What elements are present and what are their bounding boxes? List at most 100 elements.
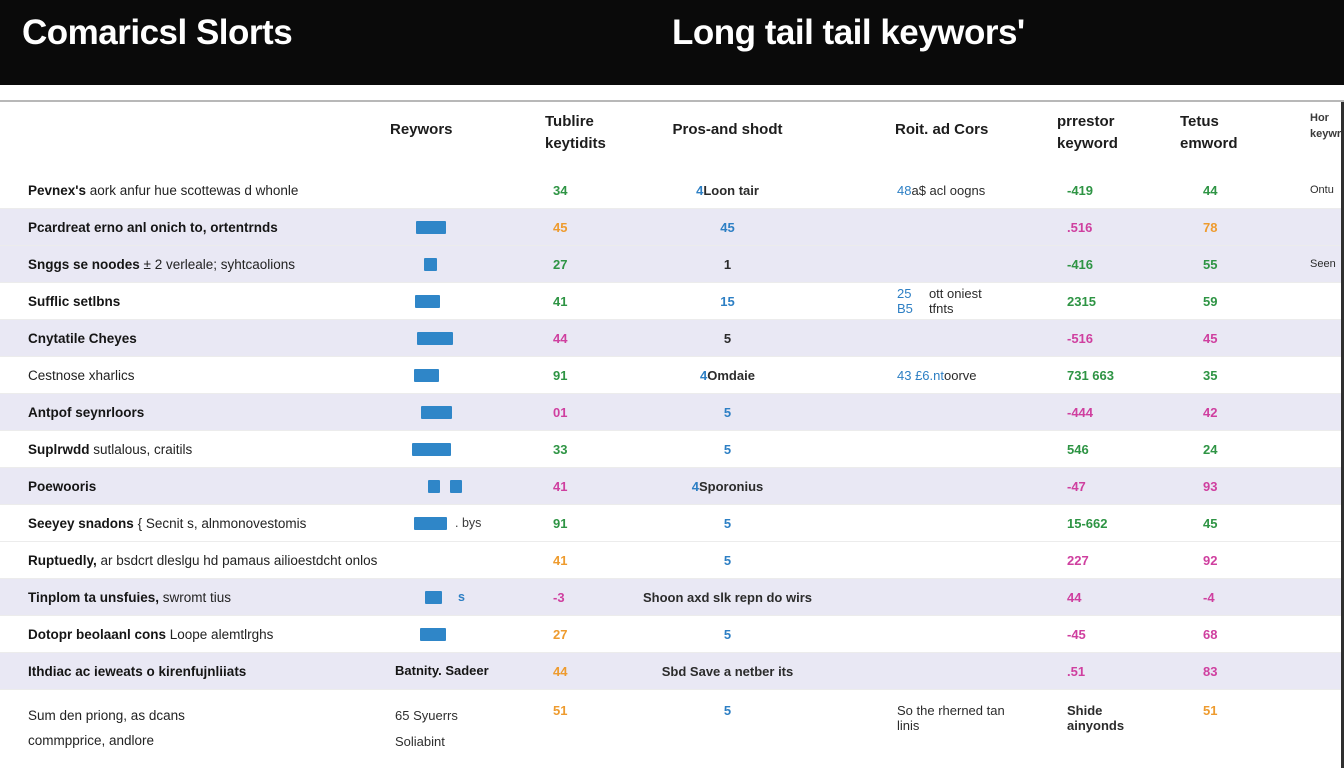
- cell-c7: 78: [1130, 209, 1240, 245]
- keyword-volume-bar: [390, 209, 505, 245]
- column-header-3: Tublire keytidits: [545, 113, 606, 152]
- col2-text-line: Soliabint: [395, 734, 445, 749]
- cell-c8: [1240, 653, 1341, 689]
- table-row: Snggs se noodes ± 2 verleale; syhtcaolio…: [0, 246, 1341, 283]
- cell-c5: [840, 505, 1005, 541]
- cell-c5: [840, 209, 1005, 245]
- row-label: Pevnex's aork anfur hue scottewas d whon…: [0, 172, 390, 208]
- keyword-comparison-table: Reywors Tublire keytidits Pros-and shodt Ro…: [0, 102, 1344, 768]
- value-text: 4: [696, 182, 704, 198]
- value-text: .516: [1067, 219, 1093, 235]
- bar-segment: [414, 516, 447, 530]
- row-label-strong: Pevnex's: [28, 182, 87, 198]
- value-text: -4: [1203, 589, 1215, 605]
- cell-c7: 93: [1130, 468, 1240, 504]
- row-label: Antpof seynrloors: [0, 394, 390, 430]
- value-text: 45: [720, 219, 735, 235]
- cell-c5: [840, 320, 1005, 356]
- value-text: 34: [553, 182, 568, 198]
- bar-segment: [412, 442, 451, 456]
- row-label-rest: { Secnit s, alnmonovestomis: [133, 515, 307, 531]
- value-text: -516: [1067, 330, 1094, 346]
- keyword-volume-bar: [390, 283, 505, 319]
- cell-c3: 27: [505, 246, 615, 282]
- value-text: 45: [1203, 330, 1218, 346]
- value-text: 55: [1203, 256, 1218, 272]
- row-label: Seeyey snadons { Secnit s, alnmonovestom…: [0, 505, 390, 541]
- cell-c6: .516: [1005, 209, 1130, 245]
- col2-text-line: 65 Syuerrs: [395, 708, 458, 723]
- value-text: 24: [1203, 441, 1218, 457]
- table-row: Sufflic setlbns 41 15 25 B5 ott oniest tfnt…: [0, 283, 1341, 320]
- row-label: Ruptuedly, ar bsdcrt dleslgu hd pamaus a…: [0, 542, 390, 578]
- row-label: Poewooris: [0, 468, 390, 504]
- cell-c3: 44: [505, 320, 615, 356]
- cell-c8: Ontu: [1240, 172, 1341, 208]
- row-label: Ithdiac ac ieweats o kirenfujnliiats: [0, 653, 390, 689]
- cell-c3: 91: [505, 505, 615, 541]
- row-label-strong: Sufflic setlbns: [28, 293, 121, 309]
- value-text: 731 663: [1067, 367, 1114, 383]
- cell-c7: 45: [1130, 320, 1240, 356]
- value-text: 5: [723, 703, 732, 718]
- row-label-strong: Tinplom ta unsfuies,: [28, 589, 160, 605]
- bar-segment: [450, 479, 462, 493]
- cell-c5: [840, 394, 1005, 430]
- table-row: Ruptuedly, ar bsdcrt dleslgu hd pamaus a…: [0, 542, 1341, 579]
- value-text: 227: [1067, 552, 1089, 568]
- cell-c6: 546: [1005, 431, 1130, 467]
- cell-c4: 15: [615, 283, 840, 319]
- row-label-rest: Sum den priong, as dcans: [28, 708, 185, 723]
- value-text: 2315: [1067, 293, 1096, 309]
- row-label-strong: Cnytatile Cheyes: [28, 330, 137, 346]
- value-text: 15-662: [1067, 515, 1108, 531]
- cell-c8: [1240, 394, 1341, 430]
- value-text: 51: [1203, 703, 1218, 718]
- value-text: 25 B5: [897, 286, 913, 316]
- value-text: Sporonius: [698, 478, 764, 494]
- value-text: 4: [700, 367, 708, 383]
- cell-c5: [840, 246, 1005, 282]
- keyword-volume-bar: s: [390, 579, 505, 615]
- row-label: Cestnose xharlics: [0, 357, 390, 393]
- cell-c4: 5: [615, 690, 840, 768]
- cell-c4: 5: [615, 505, 840, 541]
- cell-c6: -416: [1005, 246, 1130, 282]
- column-header-4: Pros-and shodt: [672, 121, 783, 138]
- row-label: Cnytatile Cheyes: [0, 320, 390, 356]
- value-text: 1: [723, 256, 732, 272]
- cell-c3: 91: [505, 357, 615, 393]
- cell-c4: 4 Sporonius: [615, 468, 840, 504]
- cell-c8: [1240, 690, 1341, 768]
- col2-text-line: Batnity. Sadeer: [395, 663, 489, 678]
- cell-c8: [1240, 431, 1341, 467]
- value-text: 83: [1203, 663, 1218, 679]
- keyword-volume-bar: [390, 320, 505, 356]
- table-row: Pcardreat erno anl onich to, ortentrnds 4…: [0, 209, 1341, 246]
- value-text: 41: [553, 478, 568, 494]
- keyword-volume-bar: [390, 468, 505, 504]
- row-label-rest: Cestnose xharlics: [28, 367, 135, 383]
- value-text: 35: [1203, 367, 1218, 383]
- value-text: Shide ainyonds: [1067, 703, 1125, 733]
- table-row: Seeyey snadons { Secnit s, alnmonovestom…: [0, 505, 1341, 542]
- bar-segment: [425, 590, 442, 604]
- table-row: Pevnex's aork anfur hue scottewas d whon…: [0, 172, 1341, 209]
- cell-c5: [840, 468, 1005, 504]
- col2-text: 65 Syuerrs Soliabint: [390, 690, 505, 768]
- row-label-line2: commpprice, andlore: [28, 733, 155, 748]
- row-label: Sufflic setlbns: [0, 283, 390, 319]
- row-label-strong: Ruptuedly,: [28, 552, 97, 568]
- value-text: 5: [723, 515, 732, 531]
- cell-c8: [1240, 468, 1341, 504]
- cell-c3: 41: [505, 542, 615, 578]
- keyword-volume-bar: [390, 394, 505, 430]
- keyword-volume-bar: . bys: [390, 505, 505, 541]
- cell-c7: 35: [1130, 357, 1240, 393]
- value-text: 5: [723, 330, 732, 346]
- cell-c6: -45: [1005, 616, 1130, 652]
- column-header-6: prrestor keyword: [1057, 113, 1118, 152]
- cell-c4: 1: [615, 246, 840, 282]
- cell-c5: [840, 616, 1005, 652]
- cell-c5: So the rherned tan linis: [840, 690, 1005, 768]
